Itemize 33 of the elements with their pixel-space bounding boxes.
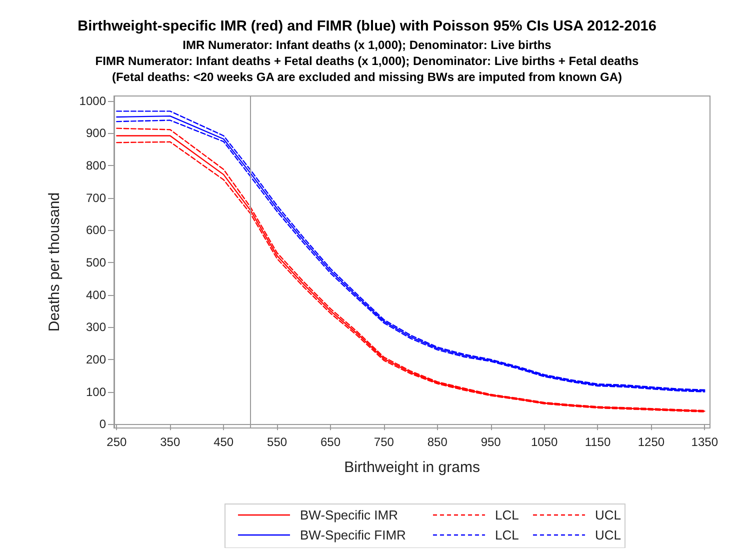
chart-title: Birthweight-specific IMR (red) and FIMR (blue) with Poisson 95% CIs USA 2012-2016: [78, 18, 656, 34]
x-tick-label: 450: [214, 435, 234, 449]
y-tick-label: 1000: [79, 94, 106, 108]
chart-subtitle: IMR Numerator: Infant deaths (x 1,000); Denominator: Live births FIMR Numerator: Infant deaths + Fetal deaths (x 1,000); Denominator: Live births + Fetal deaths (Fetal deaths: <20 weeks GA are excluded and missing BWs are imputed from known GA): [95, 38, 640, 84]
y-tick-label: 800: [86, 158, 106, 173]
y-tick-label: 100: [86, 384, 106, 399]
x-tick-label: 250: [106, 435, 128, 449]
x-tick-label: 1250: [638, 435, 665, 449]
y-tick-label: 600: [86, 223, 106, 238]
y-tick-label: 400: [86, 288, 106, 302]
x-tick-label: 650: [320, 435, 341, 449]
y-tick-label: 0: [99, 417, 106, 432]
legend-label: BW-Specific IMR: [300, 508, 398, 522]
x-tick-label: 350: [160, 435, 180, 449]
legend-label: LCL: [495, 508, 519, 522]
x-tick-label: 1350: [691, 435, 718, 449]
legend-label: LCL: [495, 528, 519, 542]
y-tick-label: 300: [86, 320, 106, 334]
legend-label: BW-Specific FIMR: [300, 528, 406, 542]
y-axis-title: Deaths per thousand: [46, 192, 63, 332]
x-tick-label: 550: [267, 435, 288, 449]
x-tick-label: 950: [480, 435, 502, 449]
x-tick-label: 1150: [584, 435, 611, 449]
x-tick-label: 750: [374, 435, 394, 449]
x-tick-label: 1050: [530, 435, 558, 449]
y-tick-label: 900: [86, 126, 106, 140]
y-tick-label: 500: [86, 255, 106, 270]
legend-label: UCL: [595, 528, 622, 542]
y-tick-label: 200: [86, 352, 106, 366]
x-axis-title: Birthweight in grams: [344, 459, 480, 476]
y-tick-label: 700: [86, 190, 106, 205]
x-tick-label: 850: [427, 435, 448, 449]
legend-label: UCL: [595, 508, 622, 522]
